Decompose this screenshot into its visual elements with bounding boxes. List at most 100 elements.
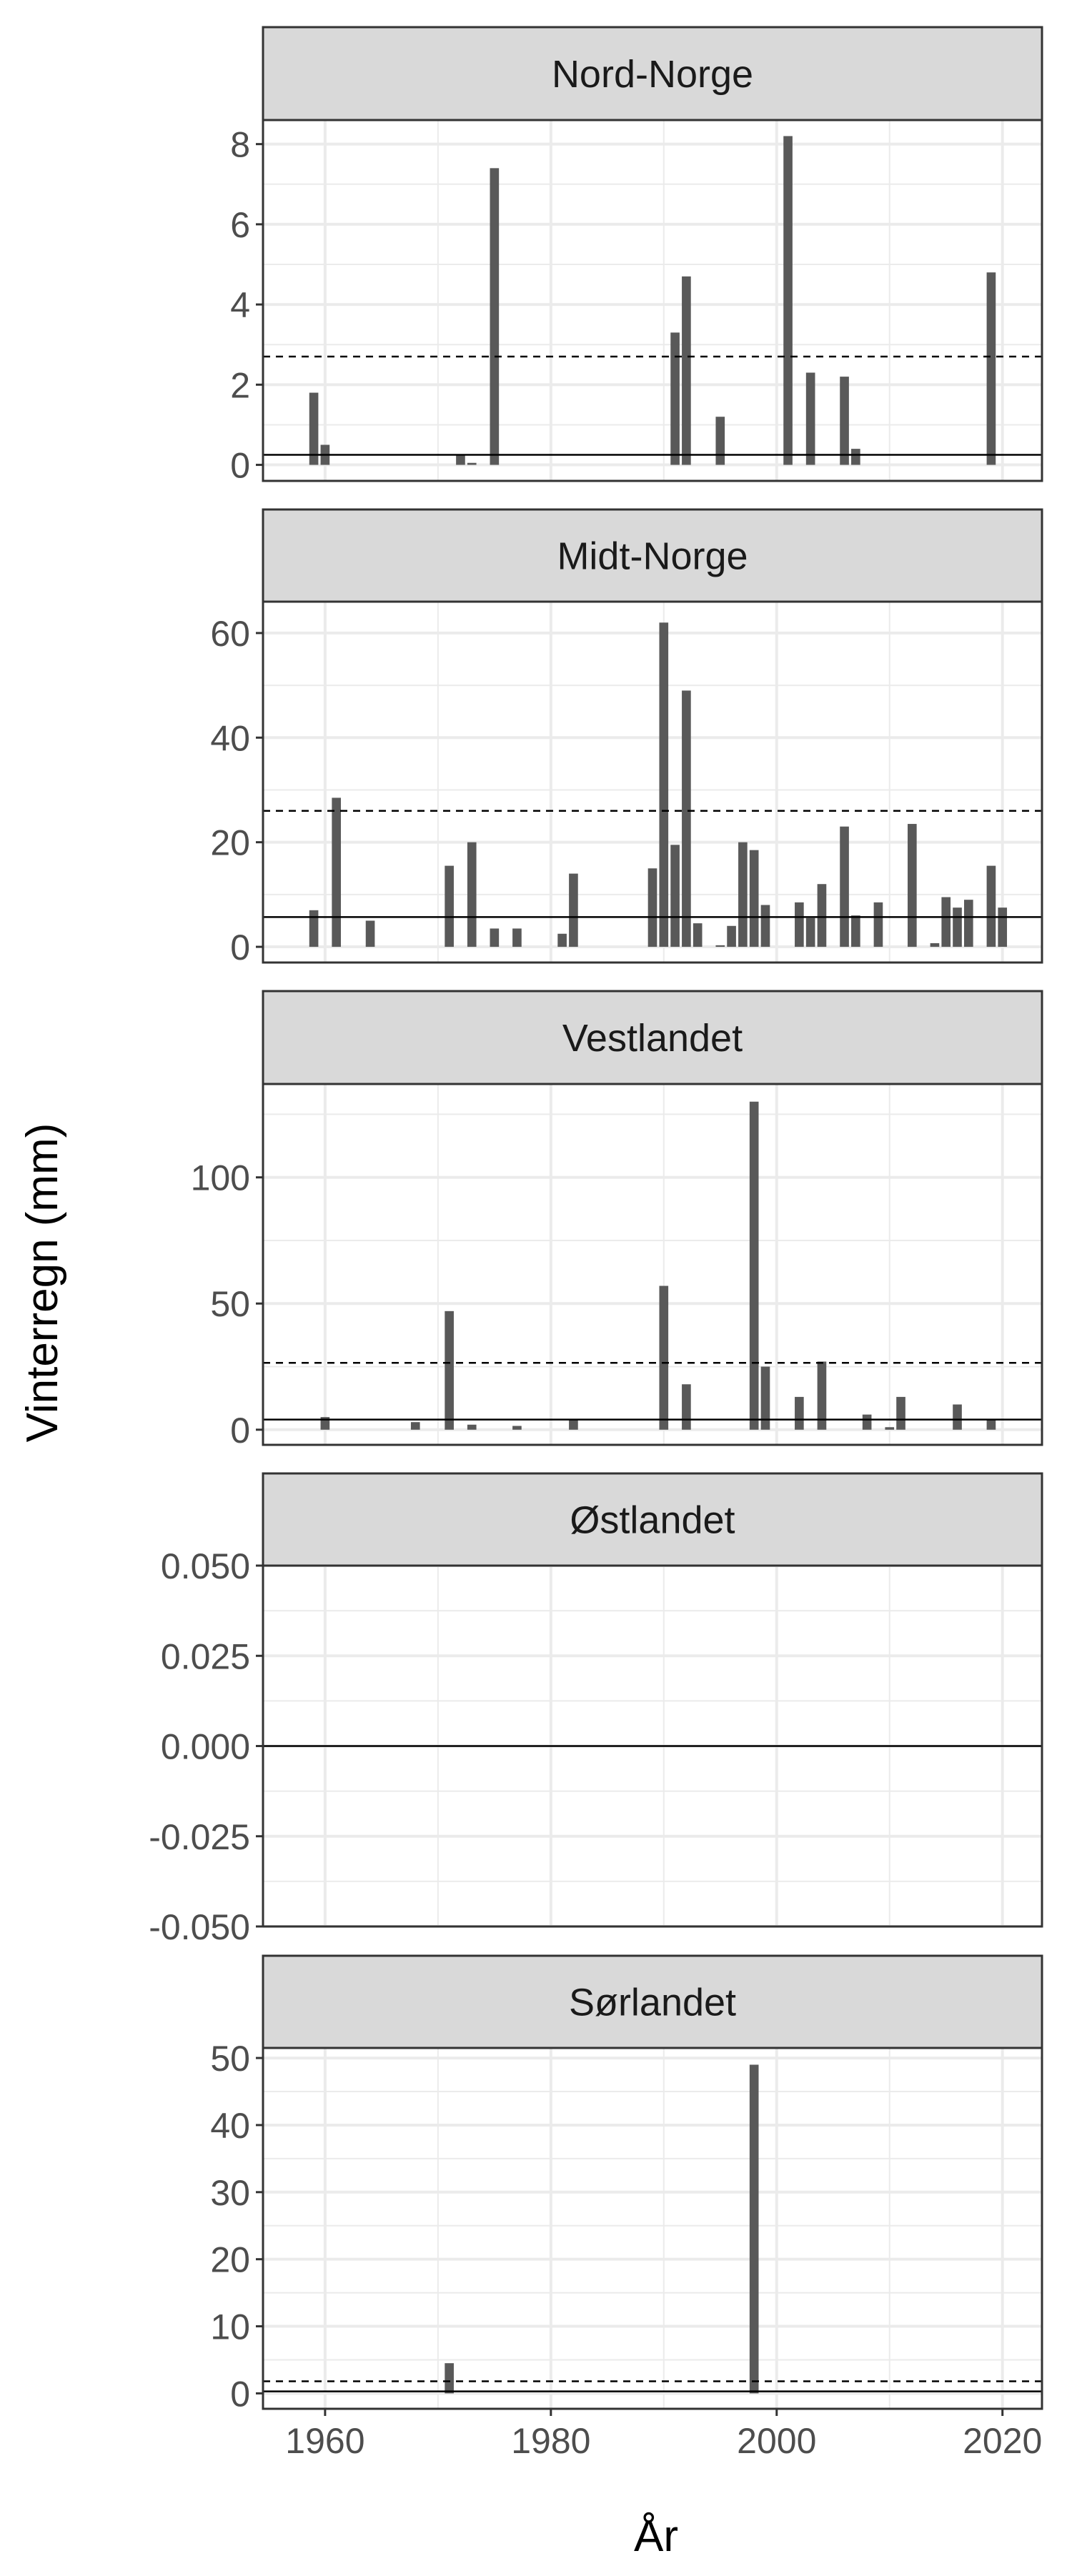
bar-1998 [749, 2064, 759, 2394]
bar-1999 [760, 905, 770, 948]
bar-1995 [715, 417, 725, 465]
bar-2002 [795, 902, 804, 948]
bar-1998 [749, 1101, 759, 1430]
y-tick-label: 8 [230, 125, 250, 165]
bar-1991 [670, 332, 680, 465]
facet-strip [262, 26, 1043, 121]
gridlines [263, 1084, 1042, 1445]
bar-2001 [783, 136, 793, 465]
bar-1990 [659, 622, 669, 948]
y-tick-label: 100 [191, 1158, 250, 1198]
panel-vestlandet: Vestlandet 0 50 100 [191, 990, 1043, 1451]
bar-2020 [998, 907, 1008, 948]
bar-1999 [760, 1366, 770, 1430]
bar-1959 [309, 910, 319, 948]
bars-sorlandet [445, 2064, 759, 2394]
facet-title-nord-norge: Nord-Norge [552, 53, 753, 96]
x-tick-label: 1980 [511, 2421, 590, 2461]
y-tick-label: 0 [230, 928, 250, 968]
bar-1977 [512, 1426, 522, 1430]
bar-2004 [817, 884, 827, 948]
bar-1993 [693, 923, 703, 948]
panel-sorlandet: Sørlandet 0 10 20 30 40 50 [210, 1954, 1043, 2414]
facet-strip [262, 990, 1043, 1085]
y-tick-label: 50 [210, 2039, 250, 2079]
y-tick-label: 6 [230, 205, 250, 245]
plot-background [263, 2048, 1042, 2409]
y-tick-label: 30 [210, 2173, 250, 2213]
bars-nord-norge [309, 136, 996, 465]
bar-1975 [490, 168, 500, 465]
bar-1971 [445, 2363, 454, 2394]
y-axis-nord-norge: 0 2 4 6 8 [230, 125, 263, 486]
bar-2014 [930, 943, 940, 948]
bar-1998 [749, 850, 759, 948]
bar-1991 [670, 845, 680, 948]
bar-2010 [885, 1427, 895, 1430]
panel-nord-norge: Nord-Norge 0 2 4 6 8 [230, 26, 1043, 486]
y-tick-label: 2 [230, 365, 250, 405]
y-tick-label: 40 [210, 718, 250, 758]
bar-2016 [953, 1404, 962, 1430]
x-tick-label: 1960 [285, 2421, 364, 2461]
y-axis-ostlandet: -0.050 -0.025 0.000 0.025 0.050 [149, 1546, 263, 1947]
bar-1981 [557, 933, 567, 948]
facet-strip [262, 1954, 1043, 2049]
bar-1995 [715, 945, 725, 948]
facet-strip [262, 508, 1043, 603]
bar-2003 [805, 372, 815, 465]
plot-background [263, 120, 1042, 481]
bar-1992 [682, 1384, 691, 1430]
facet-title-ostlandet: Østlandet [570, 1499, 735, 1542]
facet-title-sorlandet: Sørlandet [569, 1981, 736, 2024]
y-tick-label: 10 [210, 2307, 250, 2347]
panel-ostlandet: Østlandet -0.050 -0.025 0.000 0.025 0.050 [149, 1472, 1043, 1947]
facet-title-midt-norge: Midt-Norge [557, 535, 748, 578]
x-tick-label: 2020 [963, 2421, 1042, 2461]
y-tick-label: 40 [210, 2106, 250, 2146]
bar-2019 [986, 865, 996, 948]
bar-2002 [795, 1396, 804, 1430]
y-axis-sorlandet: 0 10 20 30 40 50 [210, 2039, 263, 2414]
x-tick-label: 2000 [737, 2421, 816, 2461]
bar-1973 [467, 462, 477, 465]
y-tick-label: 0.025 [161, 1636, 250, 1676]
bar-2016 [953, 907, 962, 948]
bar-1964 [365, 920, 375, 948]
bar-2012 [908, 824, 917, 948]
bar-2008 [862, 1414, 872, 1430]
y-tick-label: 20 [210, 823, 250, 863]
x-axis-title: År [634, 2512, 678, 2561]
bar-1959 [309, 392, 319, 465]
y-tick-label: 0 [230, 446, 250, 486]
bar-1971 [445, 1311, 454, 1430]
bar-1975 [490, 928, 500, 948]
bar-1973 [467, 1424, 477, 1430]
facet-panels: Nord-Norge 0 2 4 6 8 Midt-Norge 0 20 40 60 Vestland… [149, 26, 1043, 2414]
bar-1972 [456, 454, 465, 465]
y-tick-label: 50 [210, 1284, 250, 1324]
y-axis-midt-norge: 0 20 40 60 [210, 614, 263, 968]
bar-1961 [332, 797, 341, 948]
bar-2004 [817, 1361, 827, 1430]
bar-2011 [896, 1396, 905, 1430]
bars-midt-norge [309, 622, 1008, 948]
bar-1982 [569, 873, 578, 948]
bar-1968 [410, 1422, 420, 1430]
bar-2009 [873, 902, 883, 948]
bar-1996 [727, 925, 736, 948]
bar-1997 [738, 842, 748, 948]
plot-background [263, 1084, 1042, 1445]
gridlines [263, 120, 1042, 481]
bar-1992 [682, 276, 691, 465]
bar-1989 [647, 868, 657, 948]
bar-1992 [682, 690, 691, 948]
bar-2007 [851, 449, 860, 465]
bar-2003 [805, 917, 815, 948]
y-axis-vestlandet: 0 50 100 [191, 1158, 263, 1451]
y-tick-label: 0.000 [161, 1727, 250, 1767]
bar-1990 [659, 1285, 669, 1430]
bar-1977 [512, 928, 522, 948]
bar-1982 [569, 1419, 578, 1430]
